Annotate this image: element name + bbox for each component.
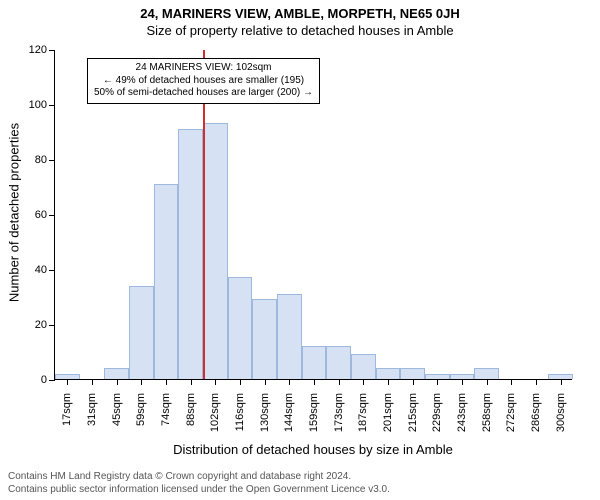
histogram-bar	[252, 299, 277, 379]
x-tick-label: 286sqm	[530, 385, 542, 432]
histogram-bar	[376, 368, 401, 379]
histogram-bar	[104, 368, 129, 379]
histogram-bar	[326, 346, 351, 379]
x-tick-label: 88sqm	[185, 385, 197, 426]
y-tick-label: 40	[35, 264, 55, 276]
histogram-bar	[203, 123, 228, 379]
x-tick-label: 243sqm	[456, 385, 468, 432]
x-tick-label: 258sqm	[481, 385, 493, 432]
histogram-bar	[302, 346, 327, 379]
x-tick-label: 17sqm	[61, 385, 73, 426]
y-tick-label: 100	[29, 99, 55, 111]
y-axis-label: Number of detached properties	[7, 113, 22, 313]
histogram-bar	[154, 184, 179, 379]
x-tick-label: 173sqm	[333, 385, 345, 432]
annotation-line: 24 MARINERS VIEW: 102sqm	[94, 62, 313, 75]
page-title-address: 24, MARINERS VIEW, AMBLE, MORPETH, NE65 …	[0, 0, 600, 21]
annotation-line: 50% of semi-detached houses are larger (…	[94, 87, 313, 100]
x-tick-label: 74sqm	[160, 385, 172, 426]
y-tick-label: 120	[29, 44, 55, 56]
x-tick-label: 102sqm	[209, 385, 221, 432]
y-tick-label: 0	[41, 374, 55, 386]
histogram-bar	[351, 354, 376, 379]
y-tick-label: 20	[35, 319, 55, 331]
histogram-bar	[400, 368, 425, 379]
x-tick-label: 59sqm	[135, 385, 147, 426]
x-tick-label: 159sqm	[308, 385, 320, 432]
x-tick-label: 187sqm	[357, 385, 369, 432]
x-tick-label: 272sqm	[505, 385, 517, 432]
x-tick-label: 300sqm	[555, 385, 567, 432]
annotation-box: 24 MARINERS VIEW: 102sqm← 49% of detache…	[87, 58, 320, 104]
histogram-bar	[277, 294, 302, 379]
x-tick-label: 215sqm	[407, 385, 419, 432]
histogram-bar	[129, 286, 154, 380]
y-tick-label: 80	[35, 154, 55, 166]
x-axis-label: Distribution of detached houses by size …	[54, 442, 572, 457]
histogram-bar	[228, 277, 253, 379]
y-tick-label: 60	[35, 209, 55, 221]
x-tick-label: 116sqm	[234, 385, 246, 431]
footer-line1: Contains HM Land Registry data © Crown c…	[8, 471, 390, 484]
histogram-chart: 02040608010012017sqm31sqm45sqm59sqm74sqm…	[54, 50, 572, 380]
x-tick-label: 45sqm	[111, 385, 123, 426]
annotation-line: ← 49% of detached houses are smaller (19…	[94, 75, 313, 88]
x-tick-label: 229sqm	[431, 385, 443, 432]
x-tick-label: 144sqm	[283, 385, 295, 432]
histogram-bar	[474, 368, 499, 379]
footer-attribution: Contains HM Land Registry data © Crown c…	[8, 471, 390, 496]
x-tick-label: 31sqm	[86, 385, 98, 426]
page-title-subtitle: Size of property relative to detached ho…	[0, 21, 600, 38]
x-tick-label: 201sqm	[382, 385, 394, 432]
x-tick-label: 130sqm	[259, 385, 271, 432]
footer-line2: Contains public sector information licen…	[8, 484, 390, 497]
histogram-bar	[178, 129, 203, 379]
